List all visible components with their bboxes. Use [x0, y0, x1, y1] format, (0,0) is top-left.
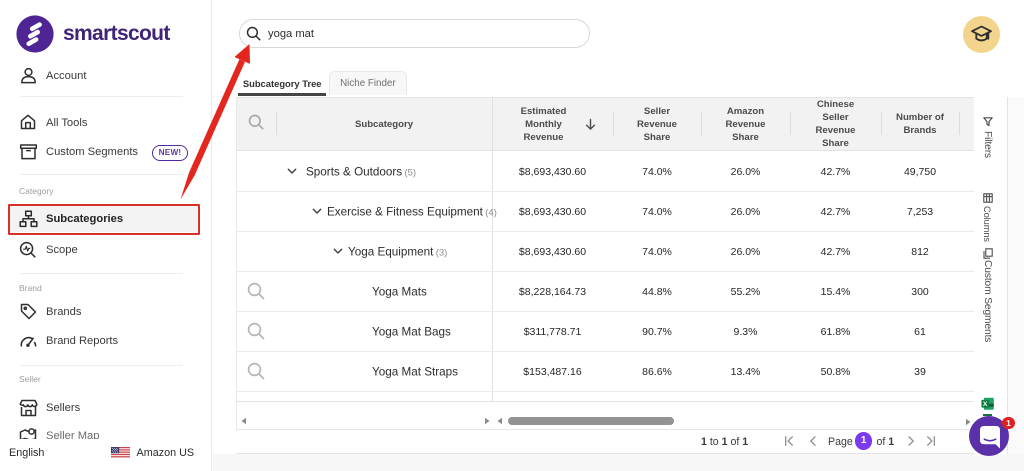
svg-text:X: X [983, 401, 988, 408]
